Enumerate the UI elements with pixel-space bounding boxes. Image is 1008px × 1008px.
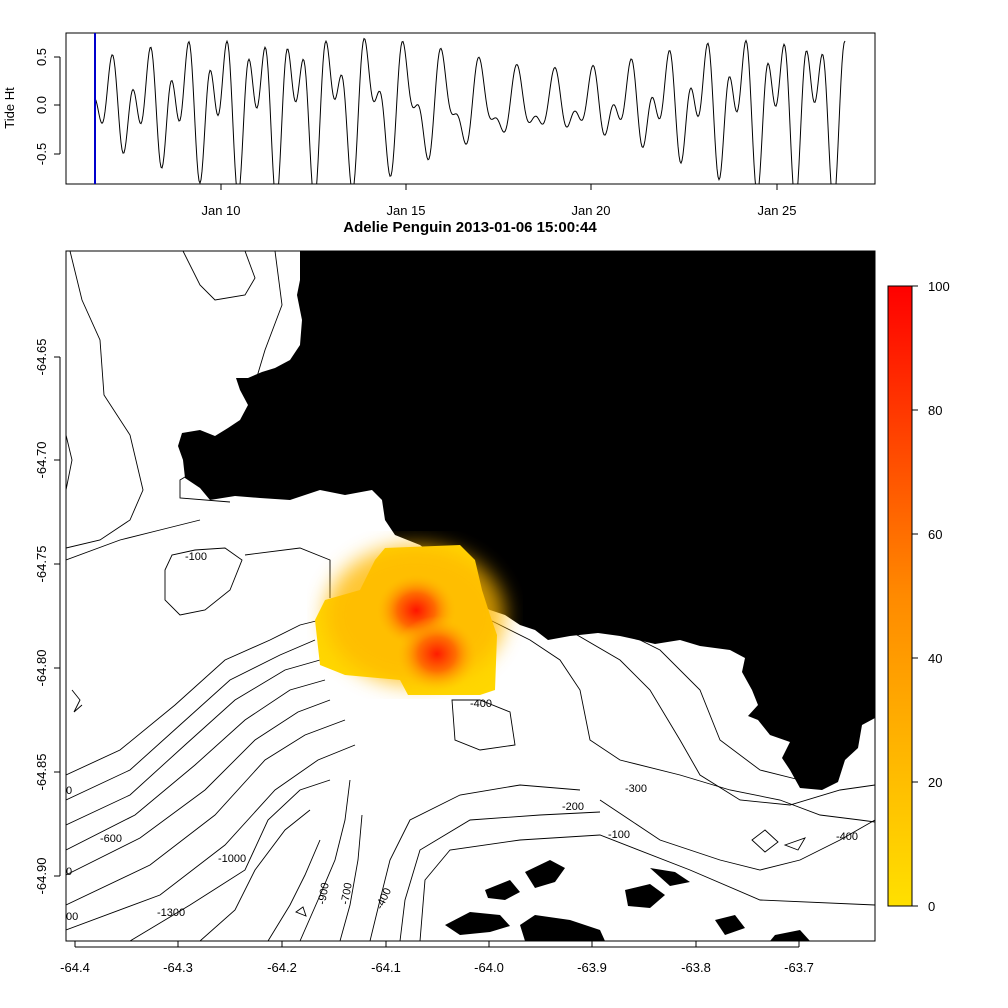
map-y-tick: -64.75 bbox=[34, 546, 49, 583]
hotspot-layer bbox=[374, 572, 479, 692]
contour-line bbox=[66, 639, 316, 801]
colorbar-tick: 0 bbox=[928, 899, 935, 914]
contour-line bbox=[599, 799, 875, 871]
contour-line bbox=[369, 784, 581, 941]
contour-line bbox=[66, 434, 73, 491]
island bbox=[520, 915, 605, 941]
contour-label: -400 bbox=[470, 698, 492, 710]
contour-line bbox=[499, 609, 875, 806]
map-title: Adelie Penguin 2013-01-06 15:00:44 bbox=[343, 219, 597, 236]
contour-line bbox=[399, 811, 601, 941]
map-x-axis: -64.4 -64.3 -64.2 -64.1 -64.0 -63.9 -63.… bbox=[60, 941, 814, 975]
hotspot-peak bbox=[394, 615, 479, 692]
map-y-tick: -64.90 bbox=[34, 858, 49, 895]
map-x-tick: -63.8 bbox=[681, 960, 711, 975]
contour-label: 0 bbox=[66, 785, 72, 797]
map-y-axis: -64.65 -64.70 -64.75 -64.80 -64.85 -64.9… bbox=[34, 339, 61, 895]
contour-line bbox=[66, 699, 331, 876]
colorbar-gradient bbox=[887, 285, 913, 907]
contour-label: -700 bbox=[339, 882, 355, 906]
contour-label: -100 bbox=[608, 829, 630, 841]
coastline-land bbox=[178, 251, 875, 790]
map-panel: -100 -400 -300 -200 -100 -400 -600 -1000… bbox=[34, 250, 876, 975]
colorbar-tick: 80 bbox=[928, 403, 942, 418]
tide-x-tick: Jan 15 bbox=[386, 203, 425, 218]
contour-line bbox=[199, 809, 311, 941]
colorbar: 0 20 40 60 80 100 bbox=[887, 279, 950, 914]
tide-line bbox=[94, 37, 846, 184]
tide-y-label: Tide Ht bbox=[2, 87, 17, 129]
tide-y-tick: 0.0 bbox=[34, 96, 49, 114]
contour-line bbox=[751, 829, 779, 853]
map-x-tick: -64.4 bbox=[60, 960, 90, 975]
island bbox=[445, 912, 510, 935]
contour-line bbox=[66, 744, 356, 931]
tide-panel: -0.5 0.0 0.5 Tide Ht Jan 10 Jan 15 Jan 2… bbox=[2, 32, 876, 218]
contour-line bbox=[451, 699, 516, 751]
contour-label: -1300 bbox=[157, 907, 185, 919]
island bbox=[770, 930, 810, 941]
colorbar-tick: 60 bbox=[928, 527, 942, 542]
colorbar-tick: 100 bbox=[928, 279, 950, 294]
map-frame bbox=[65, 250, 876, 942]
colorbar-tick: 20 bbox=[928, 775, 942, 790]
island bbox=[525, 860, 565, 888]
contour-line bbox=[164, 547, 243, 616]
tide-x-tick: Jan 25 bbox=[757, 203, 796, 218]
contour-label: 00 bbox=[66, 911, 78, 923]
contour-label: -900 bbox=[316, 882, 332, 906]
tide-x-axis: Jan 10 Jan 15 Jan 20 Jan 25 bbox=[201, 184, 797, 218]
tide-y-axis: -0.5 0.0 0.5 Tide Ht bbox=[2, 48, 61, 165]
land-mass bbox=[178, 251, 875, 941]
contour-line bbox=[129, 779, 331, 941]
contour-line bbox=[244, 547, 331, 598]
contour-label: -200 bbox=[562, 801, 584, 813]
contour-line bbox=[783, 837, 807, 851]
contour-line bbox=[339, 814, 363, 941]
colorbar-tick: 40 bbox=[928, 651, 942, 666]
contour-label: -100 bbox=[185, 551, 207, 563]
map-x-tick: -64.3 bbox=[163, 960, 193, 975]
tide-y-tick: -0.5 bbox=[34, 143, 49, 165]
contour-line bbox=[66, 679, 326, 851]
map-x-tick: -63.9 bbox=[577, 960, 607, 975]
island bbox=[625, 884, 665, 908]
contour-line bbox=[66, 519, 201, 561]
tide-x-tick: Jan 10 bbox=[201, 203, 240, 218]
map-y-tick: -64.65 bbox=[34, 339, 49, 376]
map-x-tick: -63.7 bbox=[784, 960, 814, 975]
map-x-tick: -64.2 bbox=[267, 960, 297, 975]
contour-line bbox=[489, 619, 875, 823]
island bbox=[485, 880, 520, 900]
bathymetry-contours bbox=[66, 251, 875, 941]
contour-line bbox=[66, 719, 346, 906]
contour-line bbox=[182, 251, 256, 301]
contour-line bbox=[267, 839, 321, 941]
contour-label: -300 bbox=[625, 783, 647, 795]
tide-y-tick: 0.5 bbox=[34, 48, 49, 66]
contour-line bbox=[299, 779, 351, 941]
tide-plot-frame bbox=[65, 32, 876, 185]
contour-label: -1000 bbox=[218, 853, 246, 865]
contour-line bbox=[66, 251, 144, 549]
map-x-tick: -64.1 bbox=[371, 960, 401, 975]
contour-label: -600 bbox=[100, 833, 122, 845]
map-x-tick: -64.0 bbox=[474, 960, 504, 975]
map-y-tick: -64.70 bbox=[34, 442, 49, 479]
contour-label: 0 bbox=[66, 866, 72, 878]
map-y-tick: -64.80 bbox=[34, 650, 49, 687]
contour-line bbox=[66, 619, 321, 776]
island bbox=[715, 915, 745, 935]
contour-line bbox=[419, 834, 875, 941]
tide-x-tick: Jan 20 bbox=[571, 203, 610, 218]
contour-line bbox=[66, 659, 321, 826]
contour-line bbox=[71, 689, 83, 713]
map-y-tick: -64.85 bbox=[34, 754, 49, 791]
contour-line bbox=[295, 906, 307, 917]
contour-label: -400 bbox=[836, 831, 858, 843]
island bbox=[650, 868, 690, 886]
